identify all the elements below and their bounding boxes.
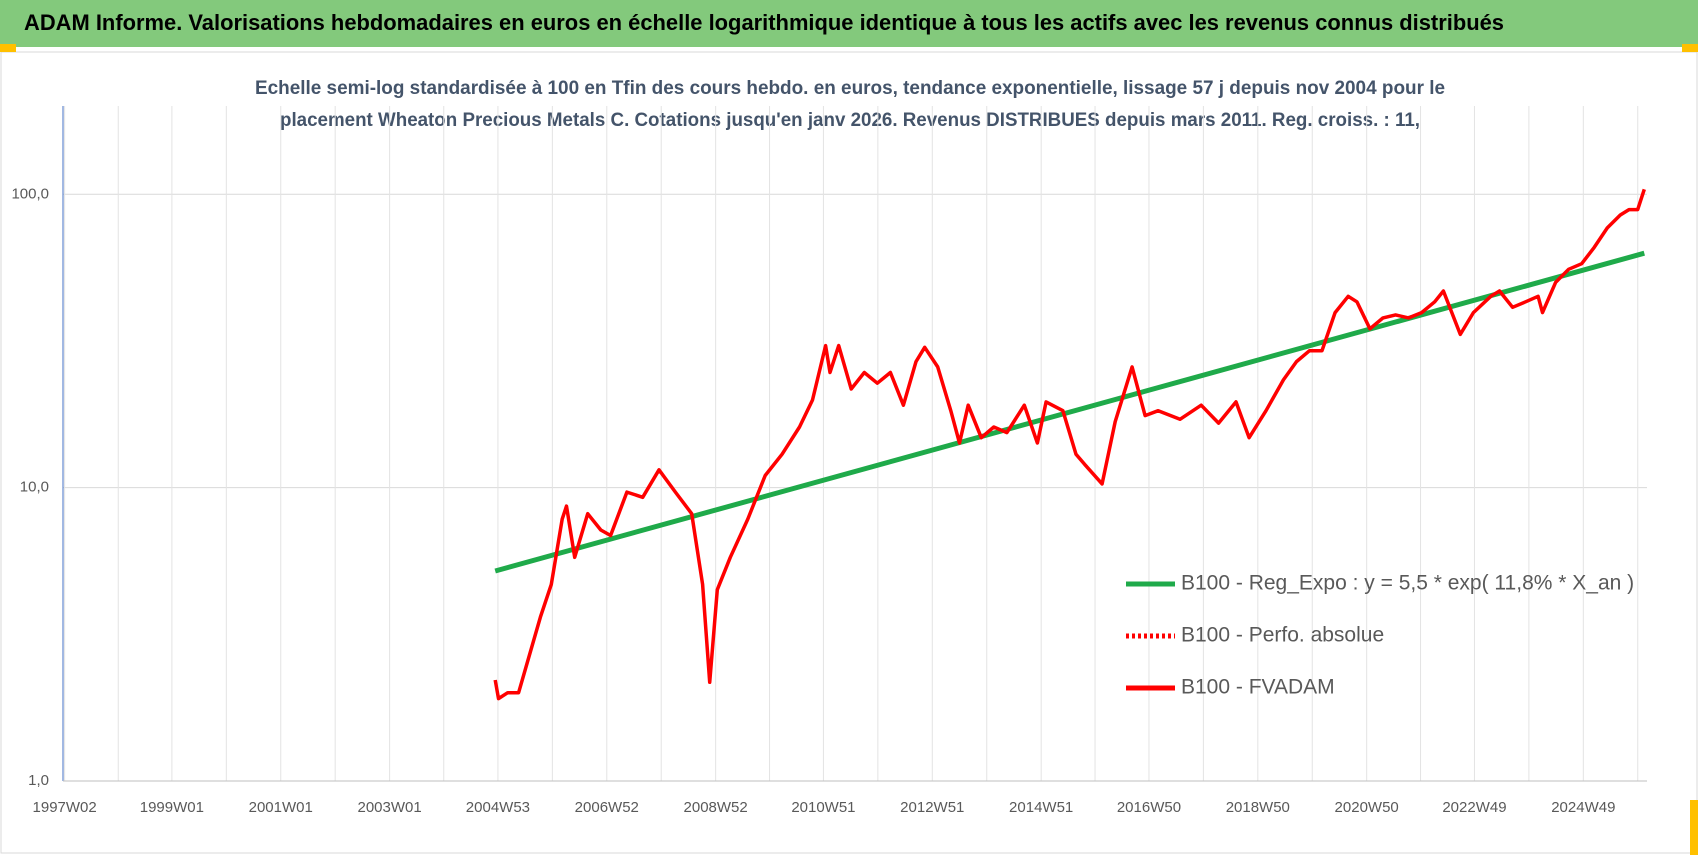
series-line bbox=[494, 250, 1645, 574]
x-tick-label: 2012W51 bbox=[900, 799, 964, 816]
x-tick-label: 2020W50 bbox=[1335, 799, 1399, 816]
chart-title: Echelle semi-log standardisée à 100 en T… bbox=[255, 78, 1445, 99]
corner bbox=[0, 44, 16, 52]
x-tick-label: 1999W01 bbox=[140, 799, 204, 816]
series-line bbox=[493, 188, 1646, 701]
x-tick-label: 2004W53 bbox=[466, 799, 530, 816]
y-tick-label: 100,0 bbox=[11, 185, 49, 202]
corner bbox=[1690, 800, 1698, 855]
x-tick-label: 2003W01 bbox=[357, 799, 421, 816]
y-tick-label: 10,0 bbox=[20, 479, 49, 496]
x-tick-label: 2014W51 bbox=[1009, 799, 1073, 816]
x-tick-label: 2022W49 bbox=[1442, 799, 1506, 816]
title-bar bbox=[0, 0, 1698, 47]
chart-title: placement Wheaton Precious Metals C. Cot… bbox=[280, 110, 1420, 131]
x-tick-label: 2008W52 bbox=[684, 799, 748, 816]
x-tick-label: 2016W50 bbox=[1117, 799, 1181, 816]
x-tick-label: 2018W50 bbox=[1226, 799, 1290, 816]
x-tick-label: 2024W49 bbox=[1551, 799, 1615, 816]
x-tick-label: 2006W52 bbox=[575, 799, 639, 816]
chart-frame bbox=[0, 51, 1698, 854]
legend-label: B100 - Reg_Expo : y = 5,5 * exp( 11,8% *… bbox=[1181, 572, 1634, 595]
legend-label: B100 - FVADAM bbox=[1181, 676, 1335, 699]
x-tick-label: 2010W51 bbox=[791, 799, 855, 816]
page-title: ADAM Informe. Valorisations hebdomadaire… bbox=[24, 10, 1504, 35]
x-tick-label: 2001W01 bbox=[249, 799, 313, 816]
x-tick-label: 1997W02 bbox=[33, 799, 97, 816]
corner bbox=[1682, 44, 1698, 52]
y-tick-label: 1,0 bbox=[28, 772, 49, 789]
legend-label: B100 - Perfo. absolue bbox=[1181, 624, 1384, 647]
